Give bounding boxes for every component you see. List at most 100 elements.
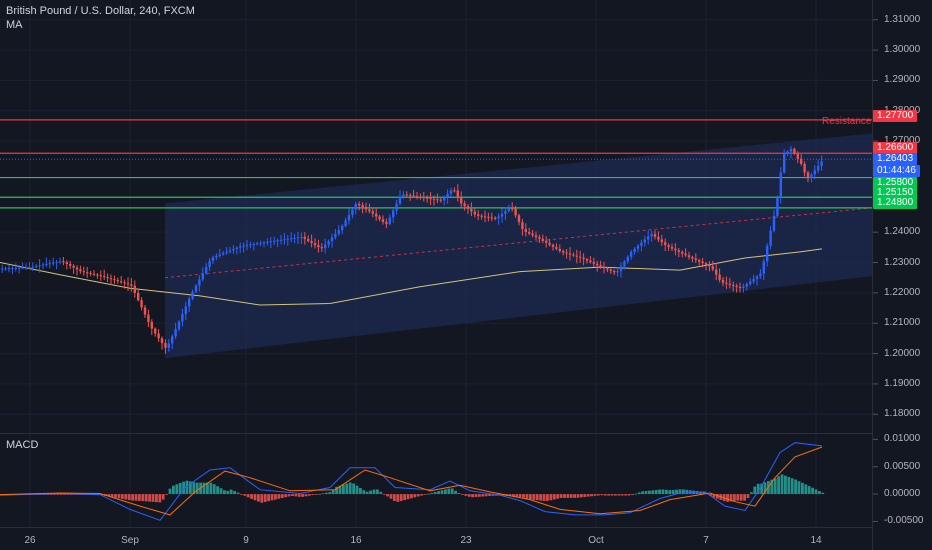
- candle-body: [463, 203, 466, 207]
- candle-body: [181, 313, 184, 322]
- histogram-bar: [804, 484, 808, 495]
- histogram-bar: [379, 491, 383, 495]
- price-tag: 1.26600: [873, 142, 918, 154]
- candle-body: [487, 216, 490, 218]
- price-axis-label: 0.00500: [884, 460, 921, 472]
- histogram-bar: [607, 494, 610, 496]
- candle-body: [589, 260, 592, 263]
- candle-body: [752, 278, 755, 282]
- candle-body: [728, 283, 731, 285]
- histogram-bar: [447, 488, 451, 495]
- histogram-bar: [399, 494, 403, 502]
- candle-body: [381, 219, 385, 222]
- histogram-bar: [114, 494, 117, 498]
- histogram-bar: [372, 489, 376, 495]
- histogram-bar: [818, 491, 821, 495]
- symbol-title[interactable]: British Pound / U.S. Dollar, 240, FXCM: [6, 5, 195, 17]
- candle-body: [218, 254, 221, 256]
- candle-body: [35, 266, 38, 268]
- candle-body: [371, 211, 374, 214]
- candle-body: [436, 199, 439, 201]
- histogram-bar: [342, 484, 345, 495]
- candle-body: [793, 148, 796, 154]
- candle-body: [296, 237, 300, 239]
- histogram-bar: [634, 493, 638, 495]
- candle-body: [330, 237, 334, 242]
- candle-body: [147, 314, 150, 322]
- histogram-bar: [814, 489, 818, 495]
- histogram-bar: [413, 494, 417, 498]
- candle-body: [494, 217, 497, 219]
- histogram-bar: [726, 494, 729, 502]
- histogram-bar: [59, 494, 63, 495]
- candle-body: [548, 242, 551, 245]
- candle-body: [45, 264, 48, 266]
- price-axis-label: 1.31000: [884, 13, 921, 25]
- candle-body: [426, 197, 429, 199]
- histogram-bar: [117, 494, 121, 499]
- candle-body: [769, 230, 772, 246]
- histogram-bar: [590, 494, 593, 497]
- candle-body: [606, 268, 609, 270]
- candle-body: [470, 208, 473, 212]
- histogram-bar: [471, 494, 474, 498]
- histogram-bar: [246, 494, 250, 498]
- candle-body: [514, 208, 517, 216]
- candle-body: [674, 248, 677, 251]
- histogram-bar: [294, 494, 298, 497]
- histogram-bar: [382, 494, 386, 495]
- candle-body: [235, 247, 238, 249]
- histogram-bar: [280, 494, 284, 498]
- ma-indicator-label[interactable]: MA: [6, 19, 23, 31]
- histogram-bar: [423, 494, 427, 495]
- macd-indicator-label[interactable]: MACD: [6, 439, 39, 451]
- candle-body: [75, 267, 79, 270]
- candle-body: [28, 267, 31, 269]
- candle-body: [120, 281, 123, 283]
- time-axis-label: Oct: [588, 535, 604, 546]
- candle-body: [89, 272, 92, 274]
- candle-body: [327, 241, 330, 245]
- price-axis-label: 1.21000: [884, 317, 921, 329]
- time-axis-label: 14: [810, 535, 822, 546]
- candle-body: [103, 276, 106, 278]
- price-tag: 1.25800: [873, 177, 918, 189]
- candle-body: [106, 277, 109, 279]
- histogram-bar: [284, 494, 287, 498]
- candle-body: [215, 255, 218, 258]
- candle-body: [551, 244, 555, 247]
- histogram-bar: [709, 494, 712, 496]
- histogram-bar: [161, 494, 165, 500]
- candle-body: [738, 286, 742, 288]
- candle-body: [405, 194, 408, 196]
- histogram-bar: [583, 494, 587, 497]
- candle-body: [52, 262, 55, 264]
- candle-body: [579, 256, 582, 258]
- time-axis-label: 9: [243, 535, 249, 546]
- histogram-bar: [678, 489, 682, 495]
- candle-body: [191, 291, 194, 299]
- candle-body: [72, 265, 75, 268]
- histogram-bar: [508, 494, 512, 497]
- candle-body: [412, 195, 415, 197]
- candle-body: [252, 243, 255, 245]
- histogram-bar: [216, 486, 219, 495]
- candle-body: [361, 205, 364, 208]
- histogram-bar: [454, 490, 457, 495]
- candle-body: [786, 151, 789, 155]
- histogram-bar: [552, 494, 556, 500]
- histogram-bar: [253, 494, 257, 501]
- histogram-bar: [603, 494, 607, 496]
- candle-body: [69, 263, 72, 266]
- histogram-bar: [359, 487, 362, 495]
- histogram-bar: [478, 494, 481, 497]
- candle-body: [310, 240, 313, 244]
- histogram-bar: [481, 494, 485, 497]
- candle-body: [806, 172, 810, 179]
- price-channel: [165, 133, 872, 359]
- histogram-bar: [165, 494, 168, 495]
- candle-body: [477, 214, 480, 216]
- histogram-bar: [73, 494, 77, 495]
- histogram-bar: [70, 494, 73, 495]
